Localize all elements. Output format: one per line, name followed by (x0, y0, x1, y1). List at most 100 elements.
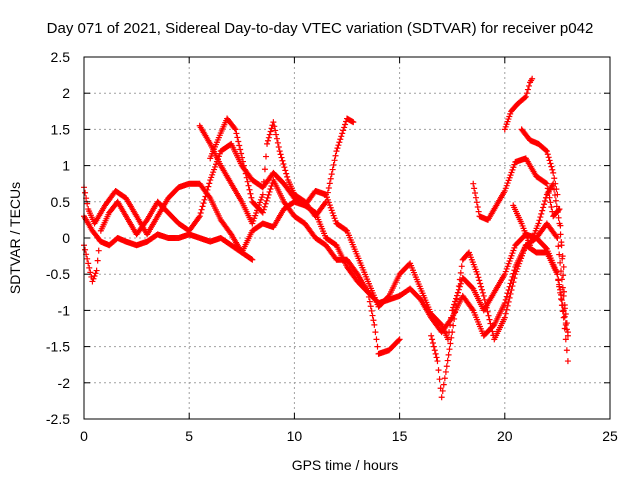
data-point (259, 191, 266, 198)
data-point (340, 127, 347, 134)
data-point (456, 276, 463, 283)
data-point (515, 263, 522, 270)
data-point (451, 315, 458, 322)
series-arc-5 (207, 115, 403, 357)
data-point (510, 279, 517, 286)
data-point (553, 233, 560, 240)
data-point (542, 197, 549, 204)
data-point (474, 203, 481, 210)
data-point (203, 190, 210, 197)
data-point (431, 347, 438, 354)
data-point (543, 180, 550, 187)
data-point (264, 137, 271, 144)
data-point (458, 263, 465, 270)
data-point (507, 290, 514, 297)
data-point (264, 140, 271, 147)
data-point (251, 215, 258, 222)
data-point (444, 357, 451, 364)
data-point (556, 251, 563, 258)
data-point (232, 126, 239, 133)
series-arc-1 (81, 180, 256, 263)
data-point (554, 235, 561, 241)
data-point (279, 157, 286, 164)
data-point (536, 217, 543, 224)
data-point (547, 199, 554, 206)
data-point (503, 293, 510, 300)
y-tick-label: -0.5 (46, 266, 70, 282)
data-point (258, 194, 265, 201)
y-tick-label: 0 (62, 230, 70, 246)
data-point (341, 124, 348, 131)
data-point (550, 169, 557, 176)
data-point (488, 324, 495, 331)
data-point (554, 191, 561, 198)
data-point (555, 243, 562, 250)
data-point (237, 146, 244, 153)
data-point (559, 308, 566, 315)
data-point (337, 136, 344, 143)
data-point (241, 166, 248, 173)
data-point (323, 194, 330, 201)
data-point (331, 215, 338, 222)
data-point (453, 295, 460, 302)
data-point (563, 347, 570, 354)
data-point (552, 180, 559, 187)
data-point (508, 252, 515, 259)
data-point (504, 302, 511, 309)
data-point (256, 199, 263, 206)
data-point (561, 288, 568, 295)
data-point (508, 169, 515, 176)
data-point (445, 351, 452, 358)
data-point (438, 394, 445, 401)
data-point (242, 170, 249, 177)
data-point (508, 286, 515, 293)
data-point (89, 278, 96, 285)
data-point (82, 189, 89, 196)
data-point (503, 265, 510, 272)
data-point (472, 194, 479, 201)
data-point (329, 209, 336, 216)
data-point (248, 256, 255, 263)
data-point (450, 322, 457, 329)
data-point (370, 317, 377, 324)
data-point (270, 119, 277, 126)
data-point (545, 154, 552, 161)
data-point (480, 292, 487, 299)
data-point (519, 250, 526, 257)
data-point (282, 167, 289, 174)
data-point (525, 82, 532, 89)
data-point (484, 308, 491, 315)
data-point (322, 200, 329, 207)
data-point (505, 298, 512, 305)
data-series (81, 75, 571, 401)
data-point (86, 264, 93, 271)
y-tick-label: -1 (58, 302, 71, 318)
data-point (551, 175, 558, 182)
series-arc-7 (470, 155, 569, 328)
data-point (510, 247, 517, 254)
data-point (260, 206, 267, 213)
data-point (87, 269, 94, 276)
data-point (275, 143, 282, 150)
data-point (331, 157, 338, 164)
data-point (240, 162, 247, 169)
data-point (522, 93, 529, 100)
x-tick-label: 10 (287, 428, 303, 444)
data-point (277, 151, 284, 158)
data-point (474, 271, 481, 278)
data-point (537, 214, 544, 221)
data-point (555, 214, 562, 221)
data-point (479, 289, 486, 296)
data-point (325, 199, 332, 206)
data-point (559, 253, 566, 260)
data-point (259, 209, 266, 216)
data-point (369, 312, 376, 319)
data-point (559, 302, 566, 309)
data-point (449, 329, 456, 336)
data-point (326, 202, 333, 209)
data-point (560, 272, 567, 279)
data-point (332, 152, 339, 159)
data-point (560, 263, 567, 270)
y-tick-label: 2.5 (51, 49, 71, 65)
